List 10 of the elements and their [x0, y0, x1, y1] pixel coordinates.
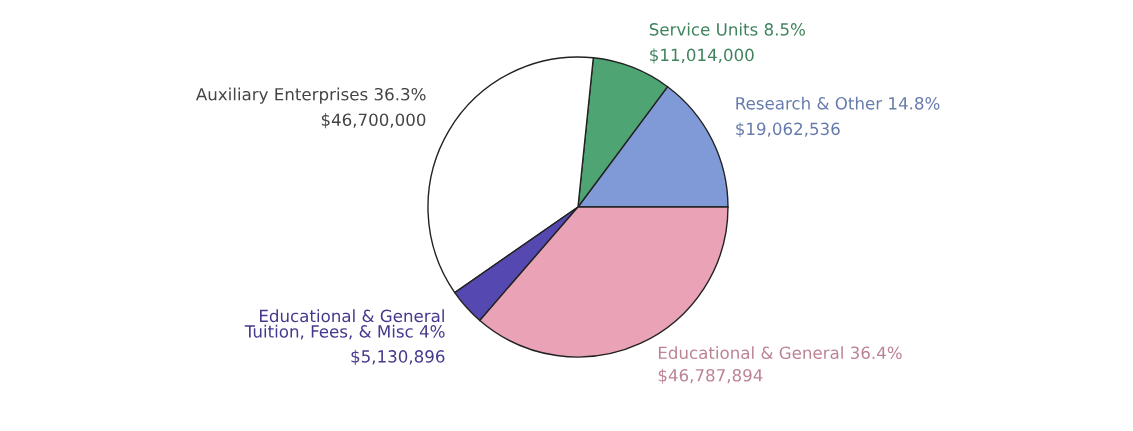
slice-label: Research & Other 14.8% — [736, 96, 940, 110]
data-label: $46,700,000 — [321, 113, 426, 129]
slice-label: Auxiliary Enterprises 36.3% — [195, 87, 426, 104]
slice-label: Educational & General Tuition, Fees, & Misc 4% — [244, 309, 445, 340]
data-label: $46,787,894 — [658, 368, 763, 384]
slice-label: Service Units 8.5% — [649, 22, 805, 36]
data-label: $11,014,000 — [650, 48, 754, 64]
data-label: $5,130,896 — [351, 349, 445, 365]
data-label: $19,062,536 — [736, 122, 840, 138]
slice-label: Educational & General 36.4% — [658, 346, 902, 360]
